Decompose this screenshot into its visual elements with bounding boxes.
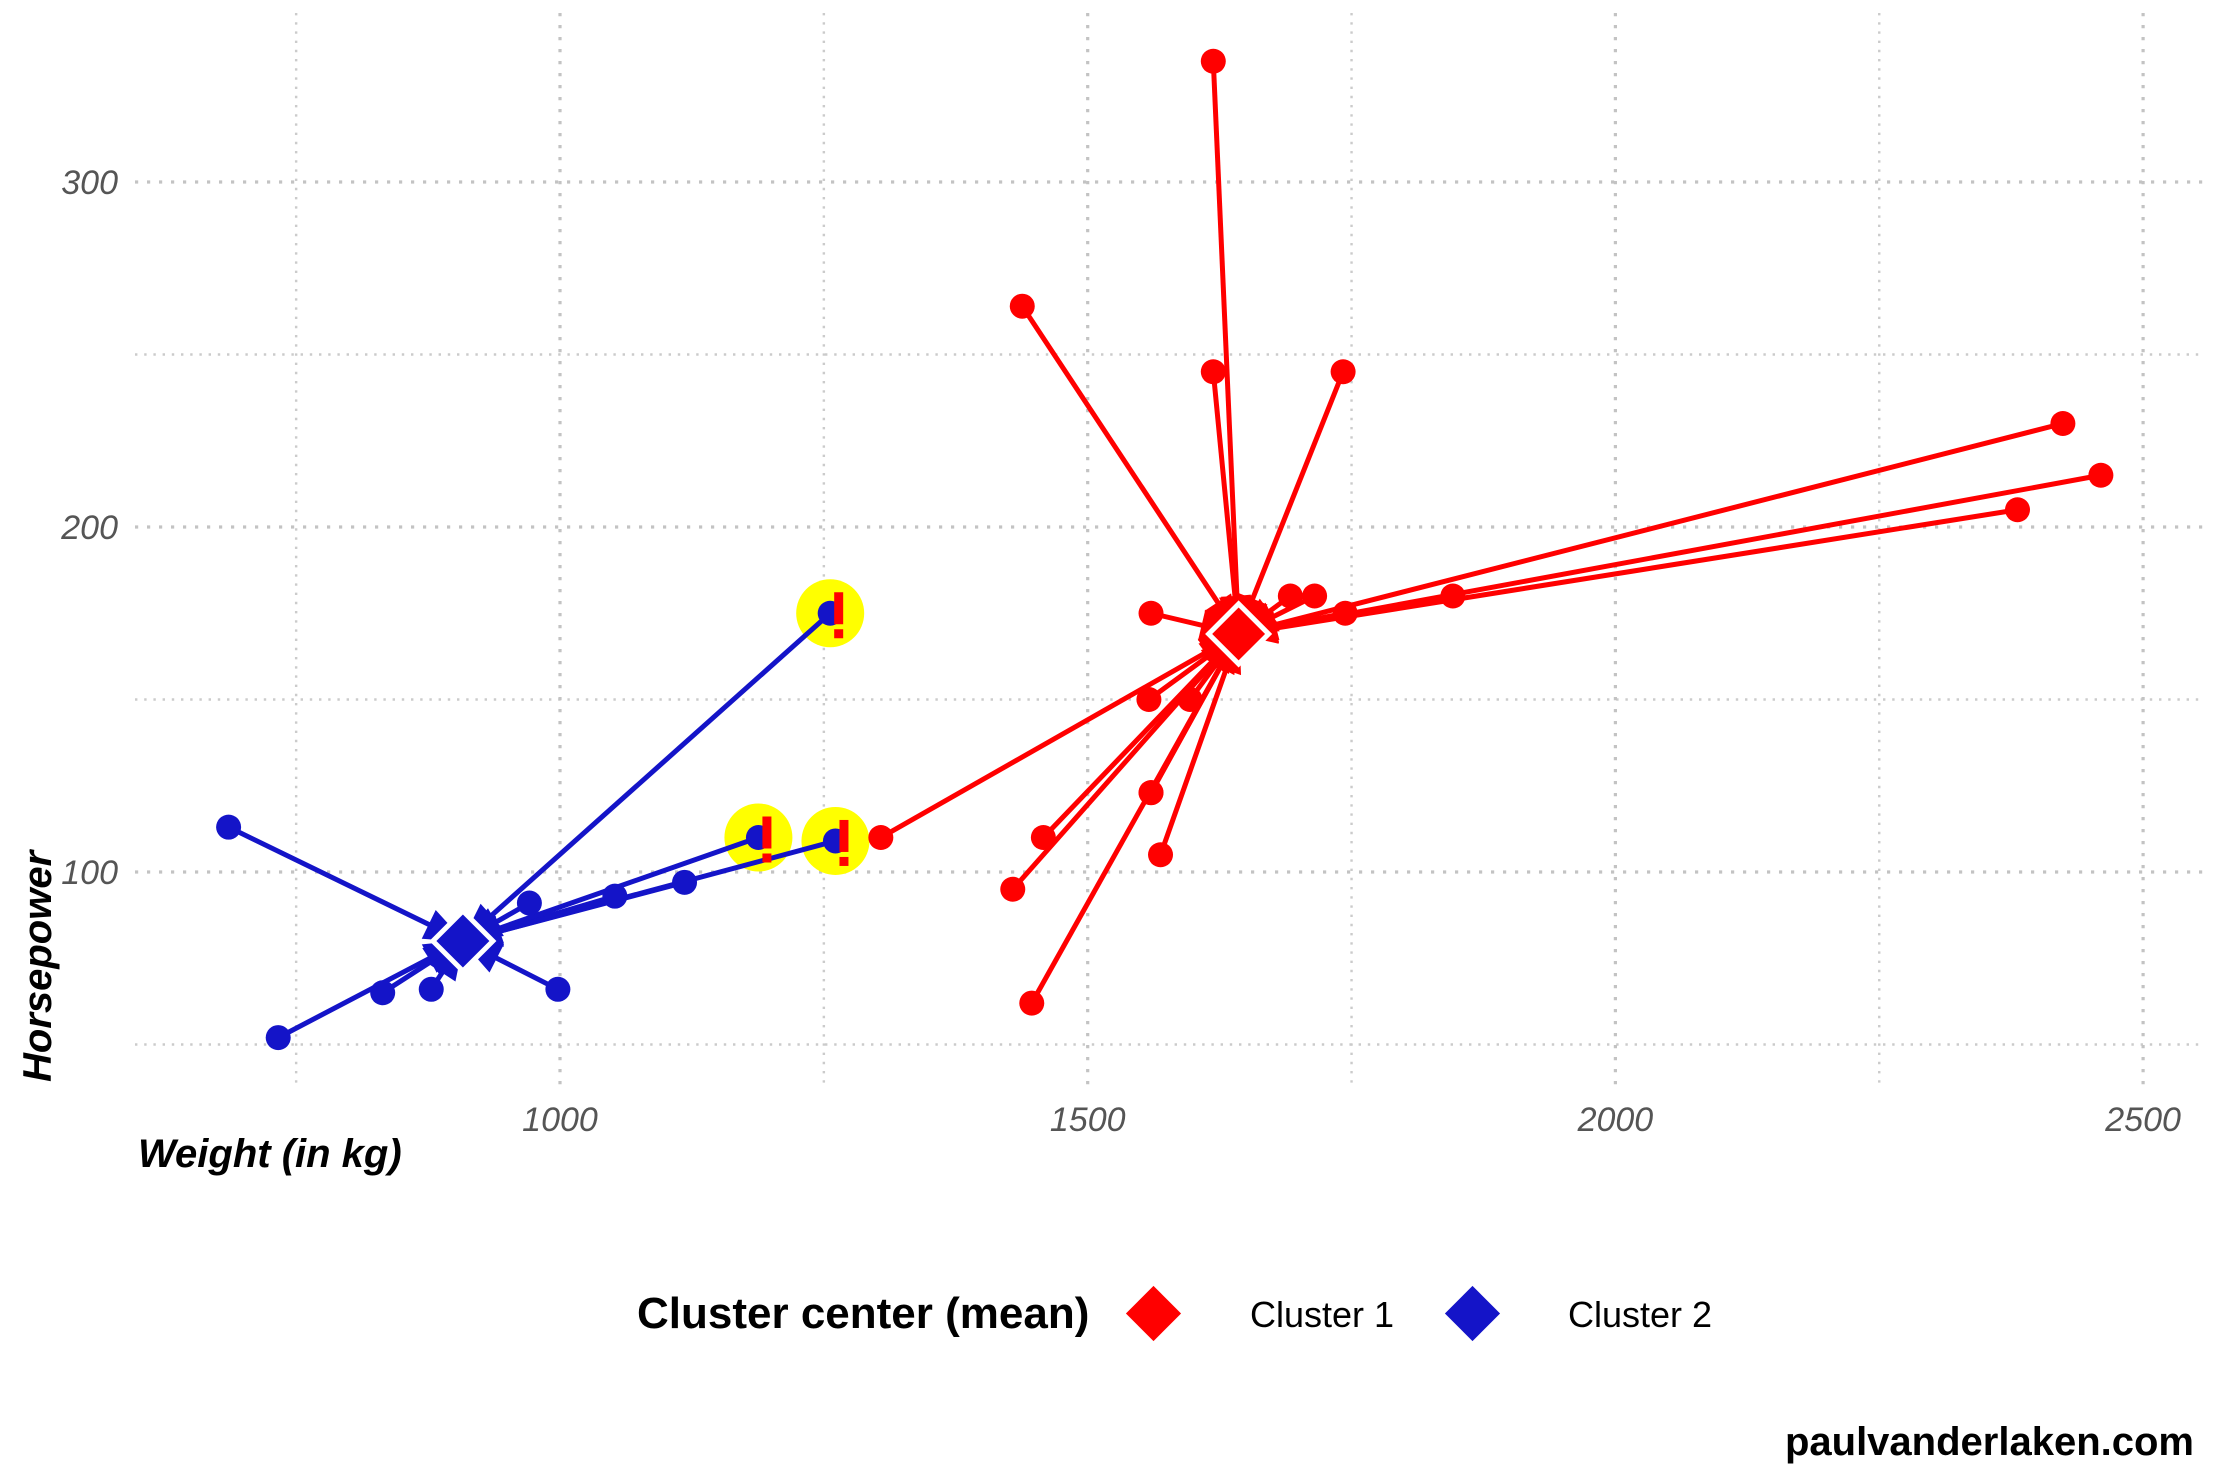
x-tick-label: 1500 [1050,1101,1126,1139]
data-point-cluster1 [1440,583,1466,609]
data-point-cluster1 [1000,876,1026,902]
y-tick-label: 200 [60,509,118,547]
data-point-cluster1 [1302,583,1328,609]
exclamation-mark [762,816,772,863]
y-tick-label: 300 [61,164,118,202]
data-point-cluster1 [1277,583,1303,609]
data-point-cluster1 [1138,600,1164,626]
legend-label-cluster2: Cluster 2 [1568,1294,1713,1335]
cluster-center-2 [429,907,497,975]
assignment-line-cluster1 [1236,507,2018,644]
data-point-cluster1 [1019,990,1045,1016]
data-point-cluster1 [1332,600,1358,626]
data-point-cluster1 [1330,359,1356,385]
data-point-cluster1 [2005,497,2031,523]
legend-label-cluster1: Cluster 1 [1250,1294,1395,1335]
data-point-cluster1 [1200,359,1226,385]
data-point-cluster2 [545,976,571,1002]
data-point-cluster1 [1136,687,1162,712]
assignment-line-cluster1 [1020,304,1241,636]
data-point-cluster1 [2050,411,2076,436]
x-tick-label: 2000 [1577,1101,1654,1139]
assignment-line-cluster1 [1010,632,1241,891]
y-axis-title: Horsepower [16,850,60,1082]
cluster-center-1 [1205,600,1273,668]
data-point-cluster1 [1009,293,1035,319]
data-point-cluster2 [216,814,242,840]
x-axis-title: Weight (in kg) [138,1132,402,1176]
assignment-line-cluster1 [1236,472,2102,643]
data-point-cluster2 [418,976,444,1002]
assignment-line-cluster1 [1236,370,1346,636]
assignment-line-cluster1 [1236,421,2064,641]
data-point-cluster2 [602,883,628,909]
assignment-line-cluster1 [1210,61,1253,636]
assignment-line-cluster2 [227,824,465,944]
x-tick-label: 2500 [2104,1101,2181,1139]
legend-title: Cluster center (mean) [637,1289,1090,1338]
assignment-line-cluster1 [879,631,1241,840]
watermark: paulvanderlaken.com [1784,1420,2194,1464]
exclamation-mark [839,819,849,866]
data-point-cluster1 [1148,842,1174,868]
assignment-line-cluster1 [1158,632,1242,856]
exclamation-mark [834,592,844,639]
data-point-cluster2 [370,980,396,1006]
data-point-cluster1 [1138,780,1164,806]
data-point-cluster1 [1177,687,1203,712]
data-point-cluster2 [265,1025,291,1051]
data-point-cluster2 [516,890,542,916]
assignment-line-cluster2 [461,611,832,943]
data-point-cluster2 [672,869,698,895]
data-point-cluster1 [868,825,894,850]
data-point-cluster1 [2088,462,2114,488]
y-tick-label: 100 [61,854,118,892]
assignment-line-cluster2 [460,838,837,947]
x-tick-label: 1000 [522,1101,598,1139]
data-point-cluster1 [1030,825,1056,850]
data-point-cluster1 [1200,48,1226,74]
